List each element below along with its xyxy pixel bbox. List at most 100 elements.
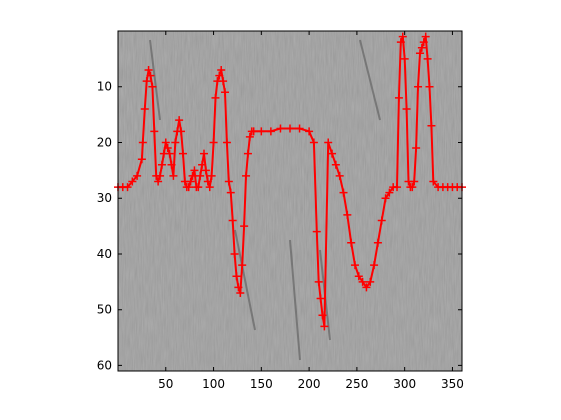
data-point-marker (243, 149, 252, 158)
data-point-marker (266, 127, 275, 136)
data-point-marker (196, 171, 205, 180)
data-point-marker (396, 38, 405, 47)
data-point-marker (312, 227, 321, 236)
x-tick-label: 50 (158, 377, 173, 391)
data-point-marker (142, 77, 151, 86)
data-point-marker (217, 66, 226, 75)
data-point-marker (295, 124, 304, 133)
data-point-marker (157, 160, 166, 169)
data-point-marker (286, 124, 294, 133)
data-point-marker (201, 166, 210, 175)
data-point-marker (188, 171, 197, 180)
data-point-marker (339, 188, 348, 197)
data-point-marker (138, 138, 147, 147)
data-point-marker (385, 188, 394, 197)
data-point-marker (276, 124, 285, 133)
data-point-marker (226, 188, 235, 197)
data-point-marker (318, 311, 327, 320)
data-point-marker (320, 322, 329, 331)
data-point-marker (417, 43, 426, 52)
y-tick-label: 30 (97, 191, 112, 205)
data-point-marker (186, 177, 195, 186)
data-point-marker (236, 288, 245, 297)
data-point-marker (169, 171, 178, 180)
data-point-marker (234, 283, 243, 292)
data-point-marker (144, 66, 153, 75)
y-tick-label: 60 (97, 358, 112, 372)
data-point-marker (228, 216, 237, 225)
data-point-marker (215, 71, 224, 80)
data-point-marker (230, 249, 239, 258)
data-point-marker (324, 138, 333, 147)
data-point-marker (163, 144, 172, 153)
data-point-marker (350, 261, 359, 270)
x-axis: 50 100 150 200 250 300 350 (158, 31, 464, 391)
data-point-marker (148, 82, 157, 91)
data-point-marker (245, 132, 254, 141)
data-point-marker (232, 272, 241, 281)
data-point-marker (190, 166, 199, 175)
data-point-marker (421, 32, 430, 41)
data-point-marker (366, 277, 375, 286)
data-point-marker (314, 277, 323, 286)
data-point-marker (211, 93, 220, 102)
y-axis: 10 20 30 40 50 60 (97, 80, 462, 372)
data-point-marker (200, 149, 208, 158)
data-point-marker (412, 144, 421, 153)
data-point-marker (370, 261, 379, 270)
data-point-marker (316, 294, 325, 303)
data-point-marker (150, 127, 159, 136)
x-tick-label: 350 (441, 377, 464, 391)
plot-axes-frame (117, 30, 463, 372)
data-point-marker (222, 138, 231, 147)
data-point-marker (398, 32, 407, 41)
data-point-marker (410, 177, 419, 186)
y-tick-label: 20 (97, 135, 112, 149)
data-point-marker (305, 127, 314, 136)
data-point-marker (415, 49, 424, 58)
data-point-marker (238, 261, 247, 270)
data-point-marker (400, 54, 409, 63)
data-point-marker (427, 121, 436, 130)
data-point-marker (331, 160, 340, 169)
data-point-marker (123, 183, 132, 192)
data-point-marker (205, 183, 214, 192)
data-point-marker (358, 277, 367, 286)
data-point-marker (128, 177, 137, 186)
data-point-marker (175, 116, 184, 125)
data-point-marker (165, 149, 174, 158)
data-point-marker (249, 127, 258, 136)
data-point-marker (425, 82, 434, 91)
data-point-marker (347, 238, 356, 247)
data-point-marker (178, 149, 187, 158)
data-point-marker (137, 155, 146, 164)
data-point-marker (402, 105, 411, 114)
data-point-marker (393, 183, 402, 192)
data-point-marker (198, 160, 207, 169)
data-point-marker (221, 88, 230, 97)
data-point-marker (146, 71, 155, 80)
y-tick-label: 50 (97, 303, 112, 317)
data-point-marker (207, 171, 216, 180)
image-background (118, 31, 462, 371)
data-point-marker (171, 138, 180, 147)
data-point-marker (257, 127, 266, 136)
data-point-marker (309, 138, 318, 147)
data-point-marker (335, 171, 344, 180)
x-tick-label: 200 (298, 377, 321, 391)
data-point-marker (133, 171, 142, 180)
data-point-marker (154, 177, 163, 186)
data-point-marker (224, 177, 233, 186)
x-tick-label: 150 (250, 377, 273, 391)
data-point-marker (209, 138, 218, 147)
y-tick-label: 10 (97, 80, 112, 94)
data-point-marker (408, 183, 417, 192)
data-point-marker (242, 171, 251, 180)
x-tick-label: 300 (393, 377, 416, 391)
data-point-marker (167, 160, 176, 169)
data-point-marker (161, 138, 170, 147)
data-point-marker (240, 222, 249, 231)
data-point-marker (414, 82, 423, 91)
data-point-marker (381, 194, 390, 203)
